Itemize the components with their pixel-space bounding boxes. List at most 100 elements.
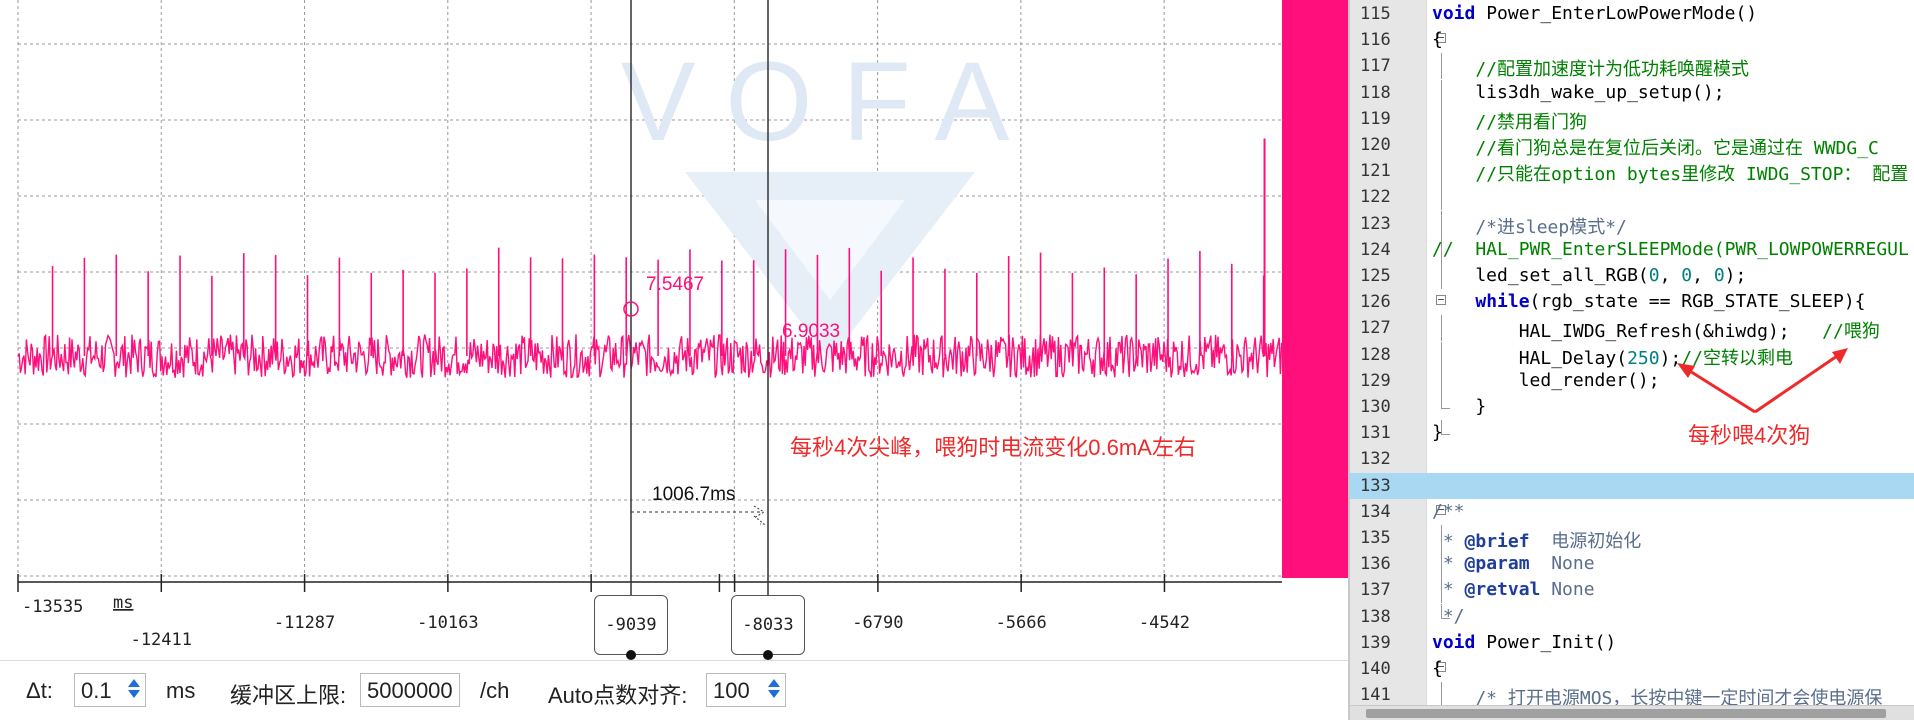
code-text: led_render(); bbox=[1432, 369, 1660, 391]
waveform-scope-panel[interactable]: VOFA -13535 -12411 -11287 -10163 -6790 -5666-… bbox=[0, 0, 1348, 720]
code-line[interactable]: 128 HAL_Delay(250);//空转以剩电 bbox=[1350, 341, 1914, 369]
fold-guide bbox=[1426, 551, 1456, 578]
line-number: 130 bbox=[1360, 397, 1391, 417]
code-text: HAL_Delay(250);//空转以剩电 bbox=[1432, 347, 1793, 369]
horizontal-scrollbar[interactable] bbox=[1350, 705, 1914, 720]
cursor-2-label-box[interactable]: -8033 bbox=[731, 595, 805, 660]
code-text: //禁用看门狗 bbox=[1475, 111, 1588, 133]
delta-arrow-head bbox=[753, 505, 766, 525]
cursor-2-value: 6.9033 bbox=[782, 321, 840, 342]
scrollbar-thumb[interactable] bbox=[1366, 709, 1886, 718]
watermark-text: VOFA bbox=[621, 39, 1040, 164]
cursor-2-handle[interactable] bbox=[763, 650, 773, 660]
cursor-2-label: -8033 bbox=[742, 615, 794, 635]
line-number: 123 bbox=[1360, 213, 1391, 234]
auto-align-increment-icon[interactable] bbox=[768, 679, 780, 687]
code-line[interactable]: 139 void Power_Init() bbox=[1350, 630, 1914, 656]
fold-toggle-icon[interactable] bbox=[1426, 499, 1456, 525]
code-line[interactable]: 129 led_render(); bbox=[1350, 367, 1914, 394]
fold-guide bbox=[1426, 236, 1456, 263]
fold-guide bbox=[1426, 603, 1456, 630]
auto-align-label: Auto点数对齐: bbox=[548, 683, 688, 708]
dt-spinbox[interactable]: 0.1 bbox=[74, 673, 146, 707]
dt-label: Δt: bbox=[26, 678, 53, 703]
x-tick-label: -6790 bbox=[852, 613, 903, 633]
fold-guide bbox=[1426, 682, 1456, 709]
cursor-1-marker bbox=[623, 301, 639, 317]
x-unit-label: ms bbox=[113, 593, 133, 613]
x-tick-label: -4542 bbox=[1139, 613, 1190, 633]
waveform-spikes bbox=[51, 138, 1266, 356]
code-text: led_set_all_RGB(0, 0, 0); bbox=[1432, 265, 1747, 286]
code-text: /** bbox=[1432, 500, 1465, 522]
code-line[interactable]: 121 //只能在option bytes里修改 IWDG_STOP： 配置 bbox=[1350, 158, 1914, 185]
plot-grid bbox=[17, 0, 1282, 578]
code-line[interactable]: 137 * @retval None bbox=[1350, 577, 1914, 604]
dt-decrement-icon[interactable] bbox=[128, 690, 140, 698]
line-number-gutter bbox=[1350, 0, 1426, 705]
buffer-limit-label: 缓冲区上限: bbox=[230, 683, 347, 708]
code-line[interactable]: 133 bbox=[1350, 472, 1914, 499]
waveform-overflow-panel bbox=[1282, 0, 1348, 578]
x-tick-label: -12411 bbox=[131, 630, 192, 650]
fold-toggle-icon[interactable] bbox=[1426, 289, 1456, 315]
line-number: 136 bbox=[1360, 554, 1391, 575]
code-line[interactable]: 125 led_set_all_RGB(0, 0, 0); bbox=[1350, 263, 1914, 289]
line-number: 137 bbox=[1360, 580, 1391, 601]
code-line[interactable]: 124 // HAL_PWR_EnterSLEEPMode(PWR_LOWPOWE… bbox=[1350, 236, 1914, 263]
code-line[interactable]: 116 { bbox=[1350, 27, 1914, 53]
code-line[interactable]: 118 lis3dh_wake_up_setup(); bbox=[1350, 79, 1914, 106]
code-line[interactable]: 130 } bbox=[1350, 394, 1914, 420]
cursor-1-handle[interactable] bbox=[626, 650, 636, 660]
fold-guide bbox=[1426, 525, 1456, 551]
fold-toggle-icon[interactable] bbox=[1426, 27, 1456, 53]
auto-align-spinbox[interactable]: 100 bbox=[706, 673, 786, 707]
cursor-1-label-box[interactable]: -9039 bbox=[594, 595, 668, 660]
code-line[interactable]: 134 /** bbox=[1350, 499, 1914, 525]
code-line[interactable]: 138 */ bbox=[1350, 603, 1914, 630]
code-line[interactable]: 136 * @param None bbox=[1350, 551, 1914, 578]
code-line[interactable]: 120 //看门狗总是在复位后关闭。它是通过在 WWDG_C bbox=[1350, 132, 1914, 159]
code-text: */ bbox=[1432, 605, 1465, 627]
code-line[interactable]: 115 void Power_EnterLowPowerMode() bbox=[1350, 1, 1914, 27]
line-number: 134 bbox=[1360, 501, 1391, 522]
scope-controls-bar: Δt: 0.1 ms 缓冲区上限: 5000000 /ch Auto点数对齐: … bbox=[0, 660, 1348, 720]
code-editor[interactable]: 115 void Power_EnterLowPowerMode() 116 {117… bbox=[1348, 0, 1914, 720]
fold-guide bbox=[1426, 394, 1456, 420]
code-line[interactable]: 131} bbox=[1350, 420, 1914, 446]
auto-align-decrement-icon[interactable] bbox=[768, 690, 780, 698]
code-line[interactable]: 140 { bbox=[1350, 656, 1914, 682]
line-number: 127 bbox=[1360, 318, 1391, 339]
code-line[interactable]: 141 /* 打开电源MOS，长按中键一定时间才会使电源保 bbox=[1350, 682, 1914, 709]
watermark-logo-inner bbox=[755, 200, 905, 300]
fold-guide bbox=[1426, 132, 1456, 158]
buffer-limit-field[interactable]: 5000000 bbox=[360, 673, 460, 707]
code-line[interactable]: 122 bbox=[1350, 184, 1914, 211]
fold-guide bbox=[1426, 210, 1456, 237]
cursor-1-label: -9039 bbox=[605, 615, 657, 635]
code-line[interactable]: 117 //配置加速度计为低功耗唤醒模式 bbox=[1350, 53, 1914, 80]
fold-toggle-icon[interactable] bbox=[1426, 656, 1456, 682]
code-text: { bbox=[1432, 658, 1443, 679]
code-line[interactable]: 135 * @brief 电源初始化 bbox=[1350, 525, 1914, 552]
fold-guide bbox=[1426, 577, 1456, 604]
code-text: } bbox=[1432, 422, 1443, 444]
line-number: 122 bbox=[1360, 187, 1391, 208]
waveform-plot[interactable]: VOFA -13535-12411-11287 -10163 -6790 -5666-… bbox=[0, 0, 1348, 660]
line-number: 126 bbox=[1360, 292, 1391, 313]
code-line[interactable]: 126 while(rgb_state == RGB_STATE_SLEEP){ bbox=[1350, 289, 1914, 315]
code-text: /*进sleep模式*/ bbox=[1432, 216, 1627, 238]
code-line[interactable]: 123 /*进sleep模式*/ bbox=[1350, 210, 1914, 238]
code-line[interactable]: 119 //禁用看门狗 bbox=[1350, 105, 1914, 133]
code-line[interactable]: 127 HAL_IWDG_Refresh(&hiwdg); //喂狗 bbox=[1350, 315, 1914, 342]
auto-align-value: 100 bbox=[713, 678, 750, 703]
delta-time-label: 1006.7ms bbox=[652, 484, 735, 505]
code-line[interactable]: 132 bbox=[1350, 446, 1914, 472]
code-text: * @param None bbox=[1432, 553, 1595, 575]
line-number: 119 bbox=[1360, 108, 1391, 129]
dt-increment-icon[interactable] bbox=[128, 679, 140, 687]
line-number: 121 bbox=[1360, 161, 1391, 182]
code-text: } bbox=[1432, 396, 1487, 417]
line-number: 125 bbox=[1360, 266, 1391, 286]
fold-guide bbox=[1426, 53, 1456, 80]
